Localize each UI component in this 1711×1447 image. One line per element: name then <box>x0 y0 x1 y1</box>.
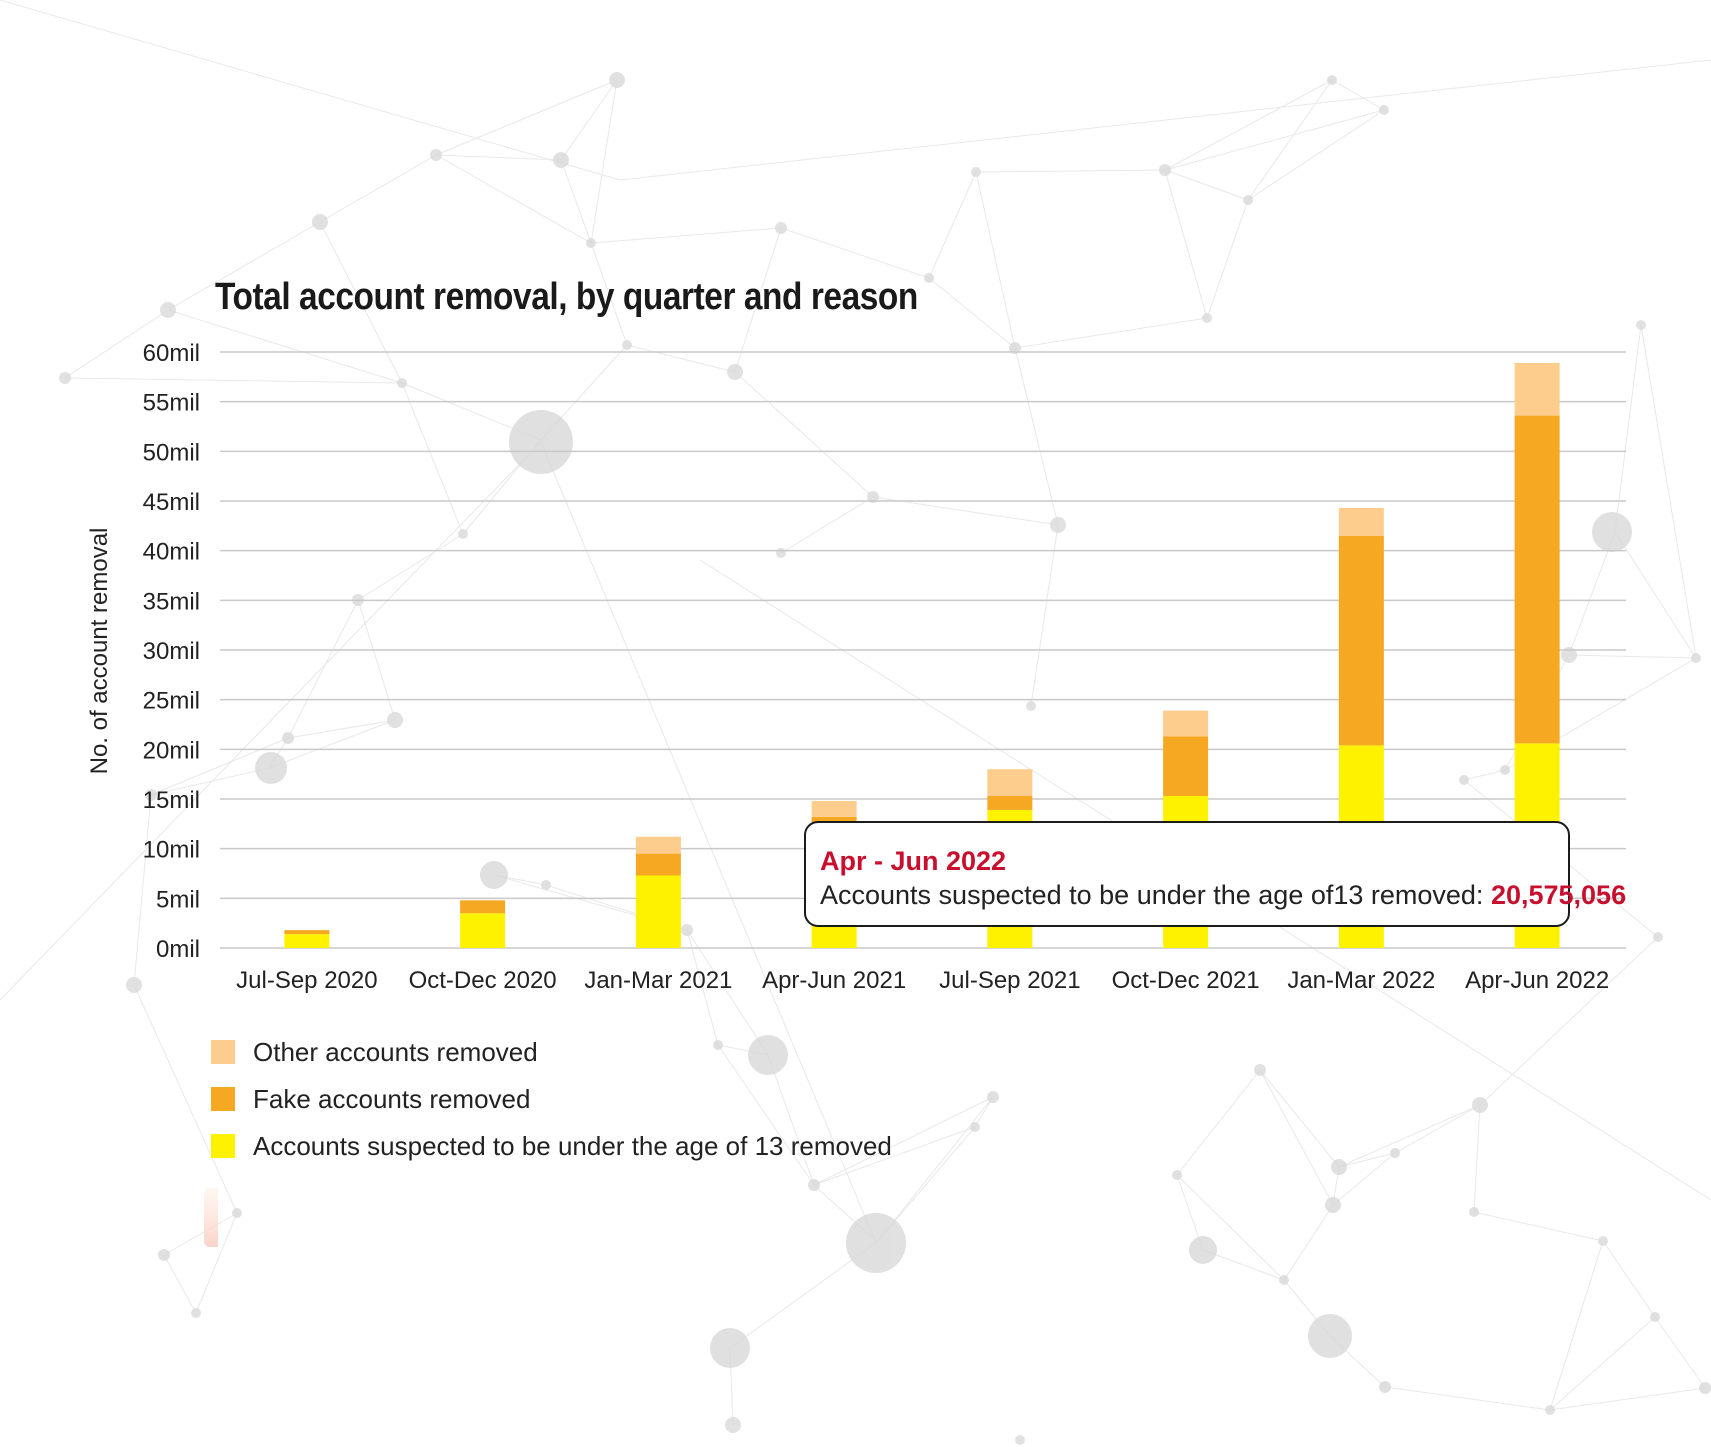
tooltip-body: Accounts suspected to be under the age o… <box>820 877 1626 913</box>
x-tick-label: Oct-Dec 2020 <box>409 967 557 994</box>
x-tick-label: Apr-Jun 2022 <box>1465 967 1609 994</box>
chart-title: Total account removal, by quarter and re… <box>215 276 918 318</box>
y-tick-label: 20mil <box>143 737 200 764</box>
x-tick-label: Jul-Sep 2021 <box>939 967 1080 994</box>
bar-segment[interactable] <box>460 913 506 948</box>
bar-segment[interactable] <box>1338 535 1384 746</box>
legend-item: Other accounts removed <box>211 1037 892 1067</box>
legend-swatch <box>211 1087 235 1111</box>
legend-item: Accounts suspected to be under the age o… <box>211 1131 892 1161</box>
y-tick-label: 40mil <box>143 539 200 566</box>
legend-swatch <box>211 1040 235 1064</box>
y-axis-title: No. of account removal <box>86 528 113 775</box>
legend-swatch <box>211 1134 235 1158</box>
y-tick-label: 50mil <box>143 439 200 466</box>
data-tooltip: Apr - Jun 2022 Accounts suspected to be … <box>804 821 1626 927</box>
x-tick-label: Oct-Dec 2021 <box>1112 967 1260 994</box>
legend-label: Fake accounts removed <box>253 1083 531 1114</box>
bar-segment[interactable] <box>811 800 857 817</box>
y-tick-label: 15mil <box>143 787 200 814</box>
legend-label: Other accounts removed <box>253 1036 538 1067</box>
bar-segment[interactable] <box>1163 736 1209 797</box>
bar-segment[interactable] <box>1514 362 1560 416</box>
x-tick-label: Jan-Mar 2022 <box>1287 967 1435 994</box>
x-tick-label: Jul-Sep 2020 <box>236 967 377 994</box>
bar-segment[interactable] <box>987 796 1033 810</box>
legend-label: Accounts suspected to be under the age o… <box>253 1130 892 1161</box>
y-tick-label: 55mil <box>143 390 200 417</box>
legend: Other accounts removed Fake accounts remo… <box>211 1037 892 1181</box>
tooltip-value: 20,575,056 <box>1490 880 1627 910</box>
bar-segment[interactable] <box>460 900 506 914</box>
edge-fragment <box>204 1187 218 1247</box>
bar-segment[interactable] <box>987 769 1033 797</box>
y-tick-label: 5mil <box>156 886 200 913</box>
y-tick-label: 60mil <box>143 340 200 367</box>
bar-segment[interactable] <box>635 875 681 948</box>
y-tick-label: 25mil <box>143 688 200 715</box>
x-tick-label: Jan-Mar 2021 <box>584 967 732 994</box>
bar-segment[interactable] <box>284 930 330 935</box>
tooltip-label: Accounts suspected to be under the age o… <box>820 880 1491 910</box>
y-tick-label: 10mil <box>143 837 200 864</box>
bar-segment[interactable] <box>1338 507 1384 536</box>
y-tick-label: 0mil <box>156 936 200 963</box>
bar-segment[interactable] <box>284 934 330 948</box>
x-axis-ticks: Jul-Sep 2020 Oct-Dec 2020 Jan-Mar 2021 Apr-… <box>236 967 1609 994</box>
bar-segment[interactable] <box>1514 415 1560 744</box>
y-tick-label: 35mil <box>143 588 200 615</box>
bar-segment[interactable] <box>635 853 681 876</box>
tooltip-title: Apr - Jun 2022 <box>820 846 1007 876</box>
y-axis-ticks: 0mil 5mil 10mil 15mil 20mil 25mil 30mil 35mil 40… <box>143 340 200 963</box>
y-tick-label: 30mil <box>143 638 200 665</box>
y-tick-label: 45mil <box>143 489 200 516</box>
bar-segment[interactable] <box>1163 710 1209 737</box>
bar-segment[interactable] <box>635 836 681 854</box>
legend-item: Fake accounts removed <box>211 1084 892 1114</box>
x-tick-label: Apr-Jun 2021 <box>762 967 906 994</box>
